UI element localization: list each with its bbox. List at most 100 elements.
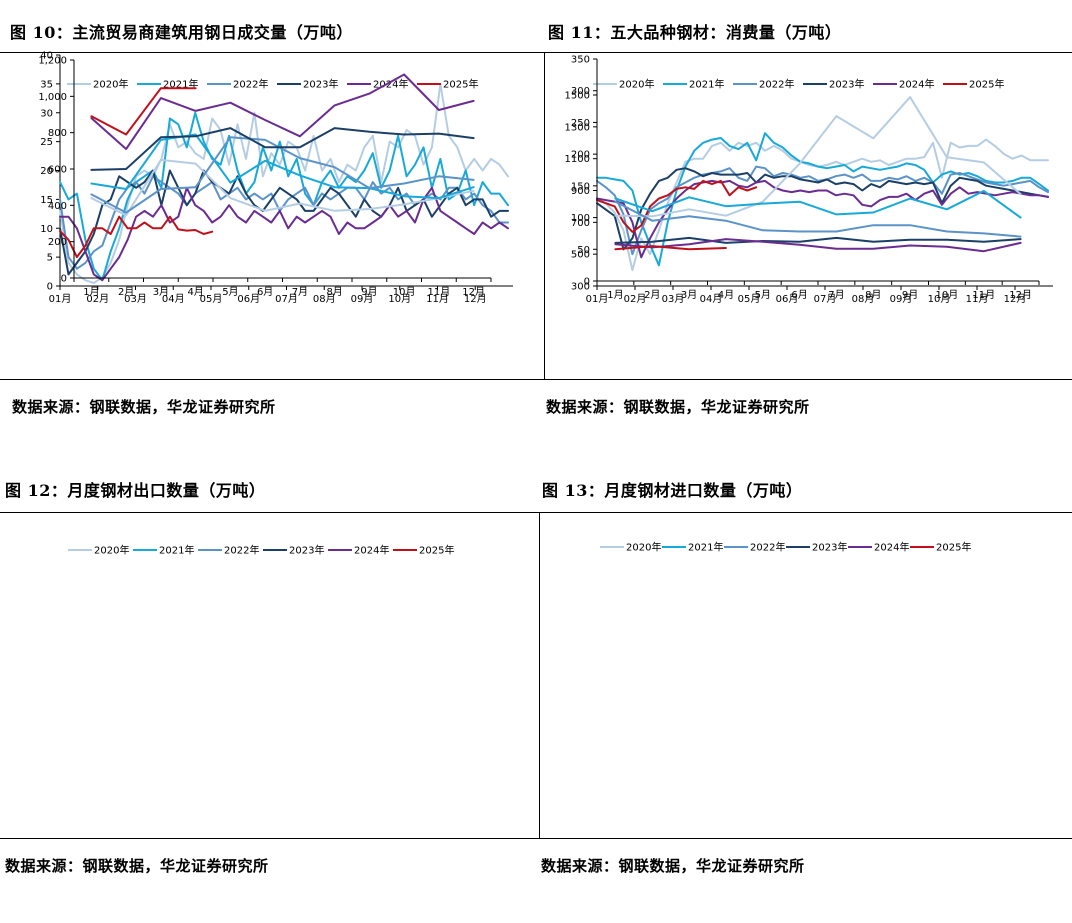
x-tick-label: 8月 <box>326 286 342 298</box>
y-tick-label: 40 <box>40 51 53 62</box>
x-tick-label: 01月 <box>49 293 72 305</box>
y-tick-label: 1500 <box>565 91 590 102</box>
legend-label: 2021年 <box>689 78 724 91</box>
y-tick-label: 900 <box>571 186 590 197</box>
x-tick-label: 12月 <box>462 286 485 298</box>
x-tick-label: 3月 <box>681 289 697 301</box>
legend-label: 2023年 <box>812 541 847 554</box>
y-tick-label: 100 <box>571 213 590 224</box>
y-tick-label: 35 <box>40 79 53 90</box>
y-tick-label: 20 <box>40 166 53 177</box>
x-tick-label: 12月 <box>464 293 487 305</box>
x-tick-label: 8月 <box>865 289 881 301</box>
x-tick-label: 03月 <box>124 293 147 305</box>
y-tick-label: 400 <box>48 201 67 212</box>
x-tick-label: 5月 <box>755 289 771 301</box>
legend-label: 2023年 <box>829 78 864 91</box>
column-divider-upper <box>544 52 545 379</box>
y-tick-label: 500 <box>571 250 590 261</box>
x-tick-label: 11月 <box>426 293 449 305</box>
x-tick-label: 06月 <box>237 293 260 305</box>
x-tick-label: 9月 <box>902 289 918 301</box>
legend-label: 2024年 <box>874 541 909 554</box>
x-tick-label: 2月 <box>118 286 134 298</box>
series-line-2025年 <box>59 215 214 259</box>
series-line-2024年 <box>614 238 1022 253</box>
x-tick-label: 08月 <box>313 293 336 305</box>
series-line-2025年 <box>90 87 197 136</box>
y-tick-label: 150 <box>571 181 590 192</box>
x-tick-label: 09月 <box>351 293 374 305</box>
chart-title-fig11: 图 11：五大品种钢材：消费量（万吨） <box>548 23 842 42</box>
chart-title-fig10: 图 10：主流贸易商建筑用钢日成交量（万吨） <box>10 23 353 42</box>
series-line-2025年 <box>596 179 758 233</box>
x-tick-label: 4月 <box>718 289 734 301</box>
series-line-2024年 <box>90 73 475 150</box>
series-line-2023年 <box>90 127 475 171</box>
y-tick-label: 10 <box>40 224 53 235</box>
x-tick-label: 4月 <box>187 286 203 298</box>
x-tick-label: 10月 <box>393 286 416 298</box>
source-note-fig11: 数据来源：钢联数据，华龙证券研究所 <box>546 398 810 416</box>
x-tick-label: 5月 <box>222 286 238 298</box>
legend-label: 2020年 <box>93 78 128 91</box>
x-tick-label: 3月 <box>153 286 169 298</box>
legend-label: 2023年 <box>289 544 324 557</box>
chart-fig13: 0 50 100 150 200 250 300 350 1月 2月 3月 4月 5月 6月 7月 8月 9月 1… <box>571 55 1040 554</box>
x-tick-label: 11月 <box>966 293 989 305</box>
series-line-2020年 <box>90 158 475 217</box>
x-tick-label: 12月 <box>1004 293 1027 305</box>
x-tick-label: 10月 <box>936 289 959 301</box>
y-tick-label: 1,000 <box>38 92 67 103</box>
y-tick-label: 250 <box>571 118 590 129</box>
x-tick-label: 04月 <box>162 293 185 305</box>
series-line-2022年 <box>59 175 509 270</box>
x-tick-label: 08月 <box>852 293 875 305</box>
x-tick-label: 6月 <box>257 286 273 298</box>
y-tick-label: 300 <box>571 86 590 97</box>
series-line-2024年 <box>59 186 509 282</box>
y-tick-label: 5 <box>47 253 53 264</box>
y-tick-label: 800 <box>48 128 67 139</box>
y-tick-label: 15 <box>40 195 53 206</box>
legend-label: 2022年 <box>750 541 785 554</box>
legend-label: 2021年 <box>688 541 723 554</box>
legend-label: 2020年 <box>619 78 654 91</box>
top-rule <box>0 52 1072 53</box>
x-tick-label: 03月 <box>662 293 685 305</box>
series-line-2021年 <box>614 189 1022 219</box>
series-line-2022年 <box>614 200 1022 238</box>
legend-label: 2025年 <box>969 78 1004 91</box>
series-line-2021年 <box>90 133 475 200</box>
x-tick-label: 10月 <box>388 293 411 305</box>
x-tick-label: 7月 <box>828 289 844 301</box>
x-tick-label: 11月 <box>428 286 451 298</box>
y-tick-label: 50 <box>577 245 590 256</box>
x-tick-label: 02月 <box>624 293 647 305</box>
y-tick-label: 0 <box>47 282 53 293</box>
y-tick-label: 350 <box>571 55 590 66</box>
x-tick-label: 07月 <box>275 293 298 305</box>
y-tick-label: 700 <box>571 218 590 229</box>
x-tick-label: 9月 <box>361 286 377 298</box>
legend-label: 2024年 <box>354 544 389 557</box>
y-tick-label: 300 <box>571 282 590 293</box>
x-tick-label: 04月 <box>700 293 723 305</box>
series-line-2020年 <box>59 82 509 285</box>
x-tick-label: 7月 <box>292 286 308 298</box>
legend-label: 2023年 <box>303 78 338 91</box>
x-tick-label: 05月 <box>200 293 223 305</box>
chart-title-fig13: 图 13：月度钢材进口数量（万吨） <box>542 481 803 500</box>
x-tick-label: 05月 <box>738 293 761 305</box>
y-tick-label: 1100 <box>565 154 590 165</box>
series-line-2025年 <box>614 245 727 251</box>
series-line-2021年 <box>596 132 1049 267</box>
y-tick-label: 0 <box>61 274 67 285</box>
y-tick-label: 600 <box>48 165 67 176</box>
y-tick-label: 25 <box>40 137 53 148</box>
y-tick-label: 30 <box>40 108 53 119</box>
x-tick-label: 10月 <box>928 293 951 305</box>
